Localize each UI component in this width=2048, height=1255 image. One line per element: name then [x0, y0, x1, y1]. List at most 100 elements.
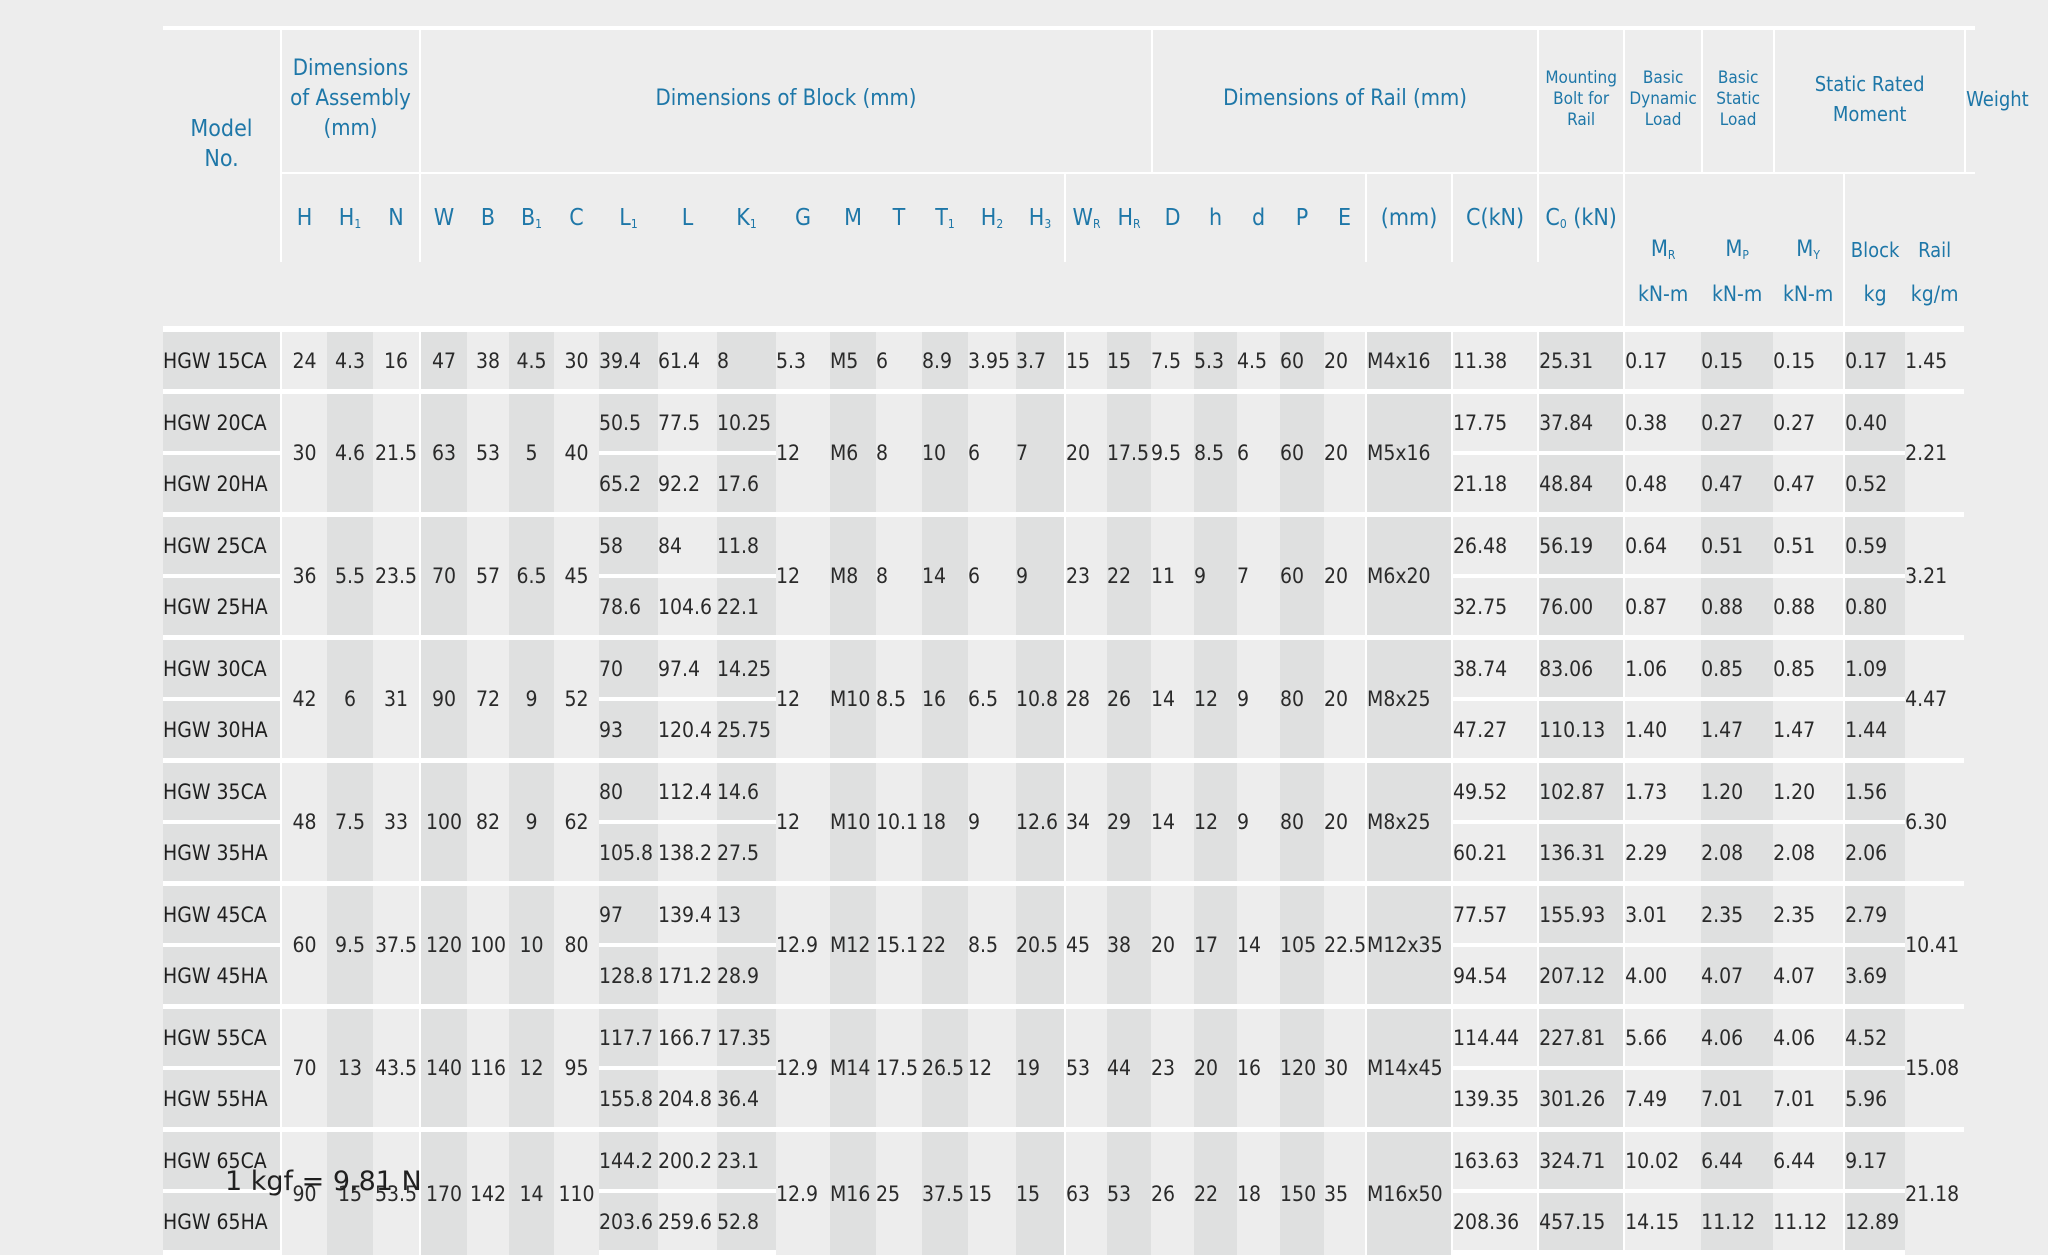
cell-hr: 44	[1107, 1004, 1152, 1127]
cell-c: 110	[554, 1127, 599, 1255]
cell-p: 105	[1280, 881, 1325, 1004]
col-h: h	[1208, 205, 1223, 231]
cell-b1: 5	[509, 389, 554, 512]
cell-b: 82	[467, 758, 509, 881]
cell-my: 0.85	[1773, 635, 1844, 697]
cell-b: 72	[467, 635, 509, 758]
hgw-spec-table: Model No. Dimensions of Assembly (mm) Dimen…	[163, 26, 2029, 1255]
col-WR: WR	[1064, 174, 1107, 262]
cell-wr: 23	[1064, 512, 1107, 635]
cell-e: 20	[1324, 758, 1366, 881]
cell-l1: 78.6	[599, 574, 658, 635]
cell-l: 84	[658, 512, 717, 574]
cell-d: 18	[1237, 1127, 1281, 1255]
col-H3: H3	[1028, 205, 1052, 231]
model-cell: HGW 35HA	[163, 820, 280, 881]
cell-l1: 128.8	[599, 943, 658, 1004]
cell-block_kg: 0.52	[1843, 451, 1906, 512]
cell-d: 11	[1151, 512, 1195, 635]
cell-b1: 12	[509, 1004, 554, 1127]
cell-l: 104.6	[658, 574, 717, 635]
static-load-header: Basic Static Load	[1701, 26, 1774, 174]
cell-bolt: M6x20	[1365, 512, 1452, 635]
model-cell: HGW 55CA	[163, 1004, 280, 1066]
cell-n: 43.5	[373, 1004, 419, 1127]
model-cell: HGW 25CA	[163, 512, 280, 574]
cell-e: 20	[1324, 635, 1366, 758]
cell-n: 31	[373, 635, 419, 758]
cell-c0: 56.19	[1537, 512, 1624, 574]
cell-c0: 207.12	[1537, 943, 1624, 1004]
cell-h: 48	[280, 758, 327, 881]
cell-t1: 22	[922, 881, 968, 1004]
model-cell: HGW 45HA	[163, 943, 280, 1004]
cell-n: 53.5	[373, 1127, 419, 1255]
cell-b: 53	[467, 389, 509, 512]
cell-h1: 7.5	[327, 758, 373, 881]
cell-t1: 37.5	[922, 1127, 968, 1255]
cell-c-load: 163.63	[1451, 1127, 1538, 1189]
table-row: HGW 15CA 24 4.3 16 47 38 4.5 30 39.4 61.4 8 5.3 M5 6 8…	[163, 326, 1975, 389]
model-header: Model No.	[190, 116, 253, 172]
cell-l: 166.7	[658, 1004, 717, 1066]
cell-my: 0.27	[1773, 389, 1844, 451]
cell-c-load: 47.27	[1451, 697, 1538, 758]
cell-d: 26	[1151, 1127, 1195, 1255]
cell-t: 8	[876, 512, 922, 635]
cell-hr: 38	[1107, 881, 1152, 1004]
cell-l1: 144.2	[599, 1127, 658, 1189]
assembly-header: Dimensions of Assembly (mm)	[280, 26, 419, 174]
col-B: B	[480, 205, 496, 231]
cell-mr: 0.38	[1623, 389, 1702, 451]
cell-d: 7	[1237, 512, 1281, 635]
cell-m: M12	[830, 881, 876, 1004]
cell-k1: 10.25	[717, 389, 776, 451]
table-row: HGW 35HA 105.8 138.2 27.5 60.21 136.31 2.29 2.0…	[163, 820, 1975, 881]
cell-l1: 65.2	[599, 451, 658, 512]
cell-w: 170	[419, 1127, 467, 1255]
cell-h3: 12.6	[1016, 758, 1064, 881]
rail-header: Dimensions of Rail (mm)	[1151, 26, 1538, 174]
cell-c-load: 32.75	[1451, 574, 1538, 635]
cell-t: 25	[876, 1127, 922, 1255]
col-L1: L1	[619, 205, 638, 231]
cell-hr: 15	[1107, 326, 1152, 389]
col-B1: B1	[520, 205, 543, 231]
cell-g: 5.3	[776, 326, 830, 389]
cell-k1: 14.25	[717, 635, 776, 697]
table-row: HGW 35CA 48 7.5 33 100 82 9 62 80 112.4 14.6 12 M10 1…	[163, 758, 1975, 881]
cell-block_kg: 1.56	[1843, 758, 1906, 820]
cell-c-load: 77.57	[1451, 881, 1538, 943]
cell-c0: 25.31	[1537, 326, 1624, 389]
cell-g: 12.9	[776, 881, 830, 1004]
cell-rail_kg: 21.18	[1905, 1127, 1965, 1255]
cell-hr: 17.5	[1107, 389, 1152, 512]
moment-header: Static Rated Moment	[1773, 26, 1965, 174]
cell-my: 0.47	[1773, 451, 1844, 512]
cell-c-load: 60.21	[1451, 820, 1538, 881]
cell-h3: 9	[1016, 512, 1064, 635]
cell-g: 12	[776, 389, 830, 512]
cell-k1: 23.1	[717, 1127, 776, 1189]
weight-header: Weight	[1964, 26, 2029, 174]
cell-block_kg: 2.79	[1843, 881, 1906, 943]
col-L: L	[681, 205, 694, 231]
cell-h: 5.3	[1194, 326, 1238, 389]
cell-mp: 4.07	[1701, 943, 1774, 1004]
cell-c0: 37.84	[1537, 389, 1624, 451]
cell-d: 6	[1237, 389, 1281, 512]
cell-p: 60	[1280, 512, 1325, 635]
cell-t1: 10	[922, 389, 968, 512]
cell-rail_kg: 3.21	[1905, 512, 1965, 635]
footnote: 1 kgf = 9.81 N	[225, 1166, 422, 1197]
cell-k1: 22.1	[717, 574, 776, 635]
unit-MP: kN-m	[1711, 282, 1763, 306]
model-cell: HGW 65HA	[163, 1189, 280, 1255]
model-cell: HGW 65CA	[163, 1127, 280, 1189]
cell-rail_kg: 2.21	[1905, 389, 1965, 512]
cell-l1: 39.4	[599, 326, 658, 389]
cell-w: 63	[419, 389, 467, 512]
col-HR: HR	[1117, 205, 1141, 231]
cell-n: 37.5	[373, 881, 419, 1004]
cell-k1: 17.35	[717, 1004, 776, 1066]
